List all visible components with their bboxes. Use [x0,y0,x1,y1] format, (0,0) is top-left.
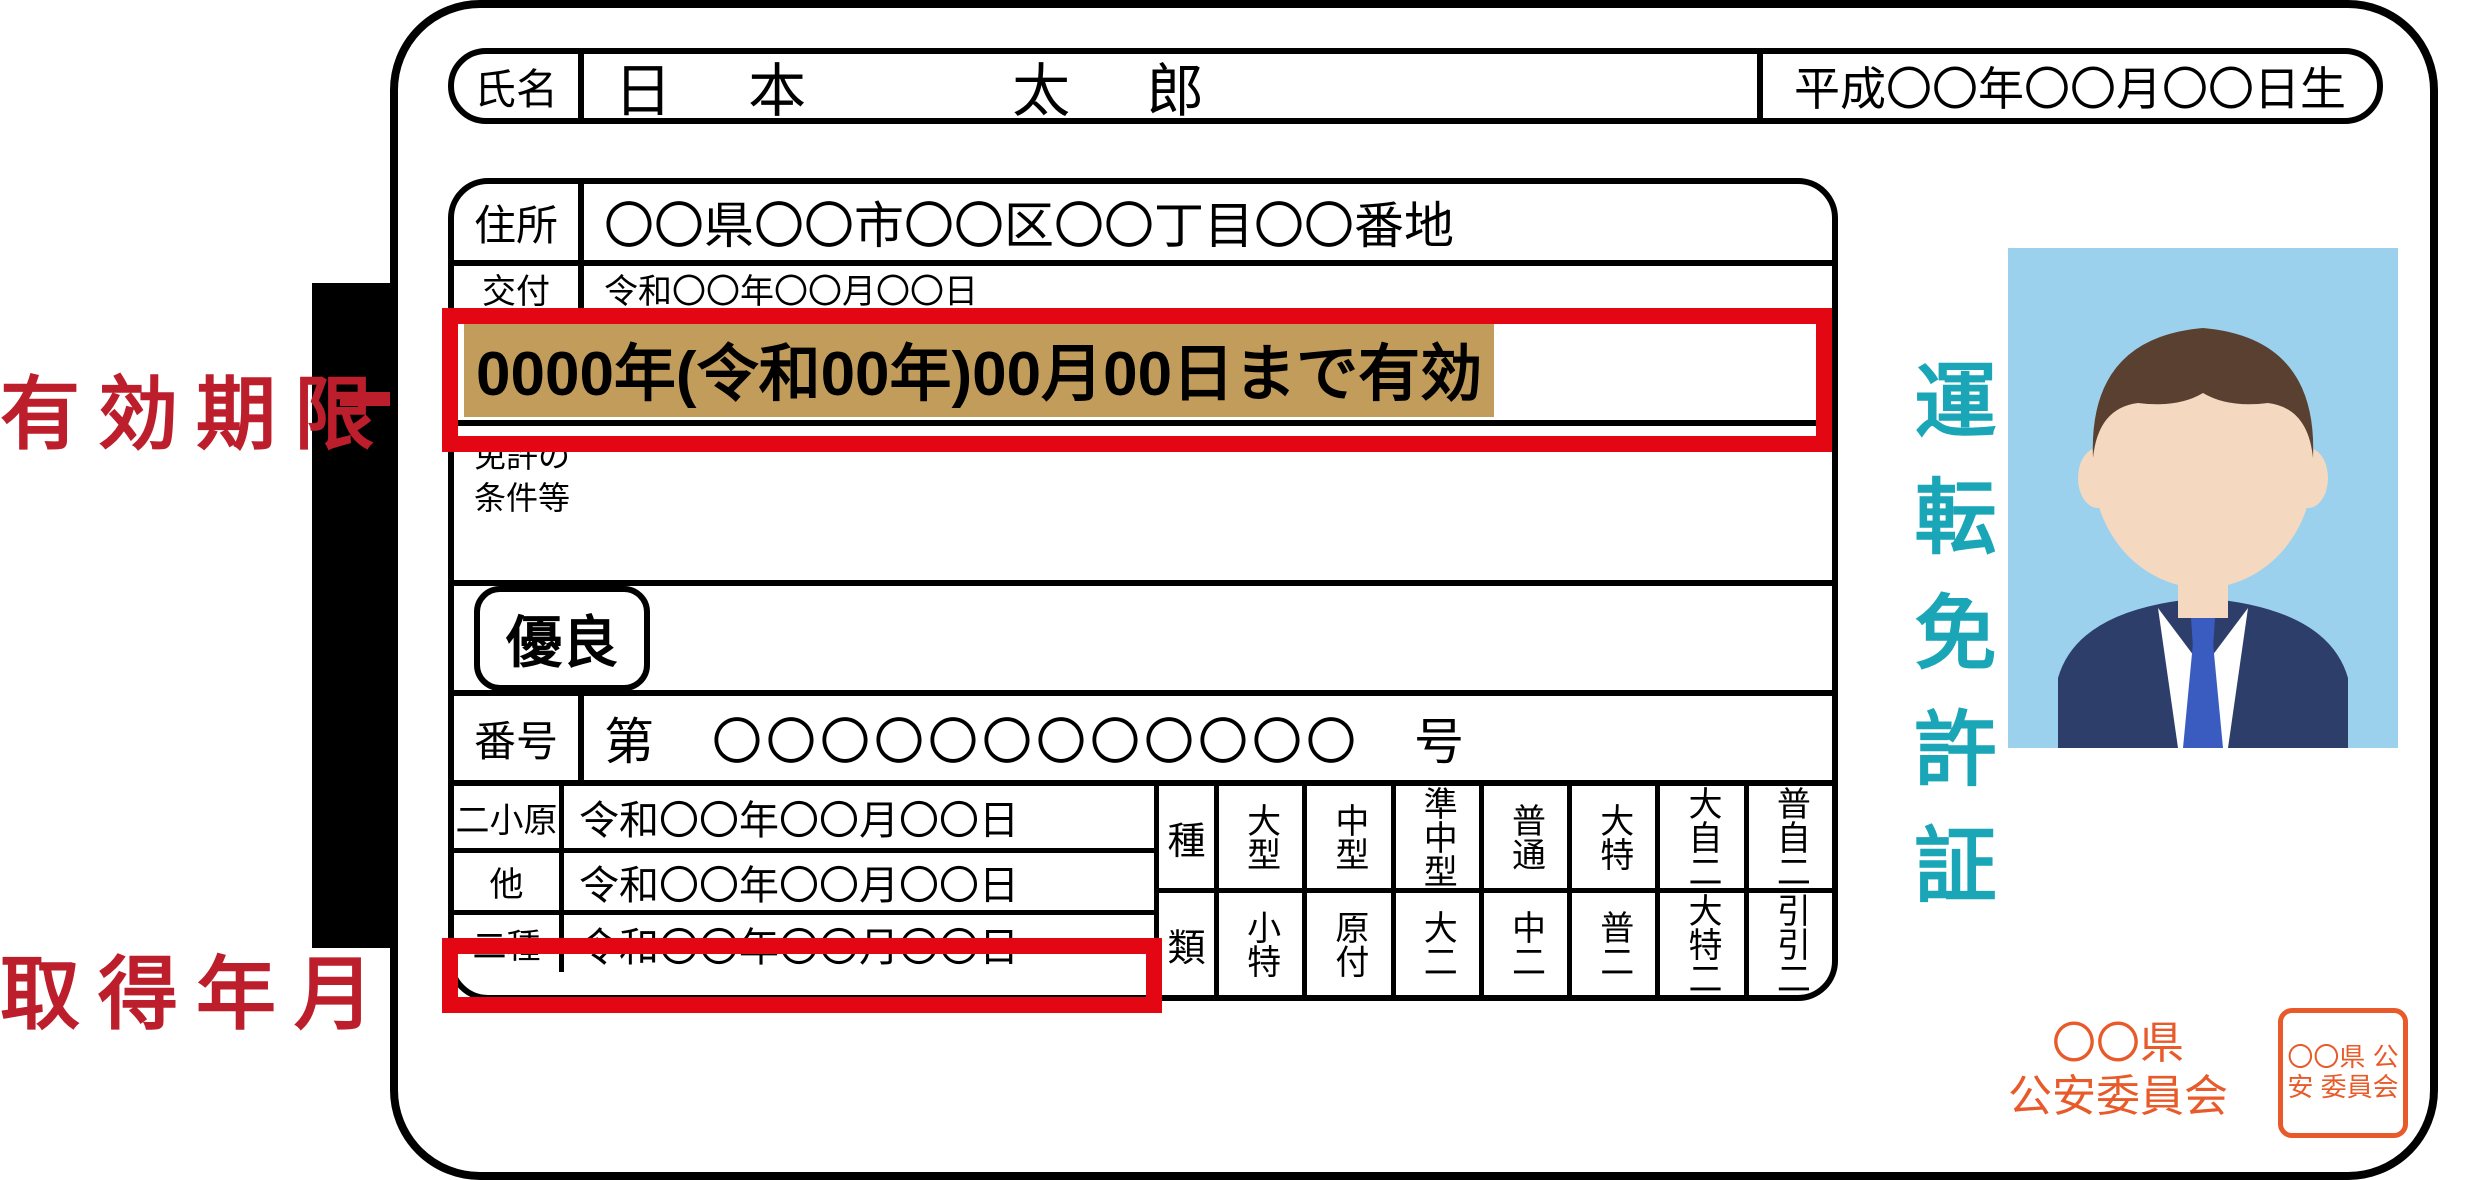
cat-cell: 普通 [1484,786,1572,888]
date-row-3: 二種 令和〇〇年〇〇月〇〇日 [454,910,1154,972]
issued-row: 交付 令和〇〇年〇〇月〇〇日 [454,260,1832,310]
cat-cell: 原付 [1307,893,1395,995]
name-label: 氏名 [454,54,584,118]
date-row-1-value: 令和〇〇年〇〇月〇〇日 [564,786,1154,848]
date-row-1-label: 二小原 [454,786,564,848]
cat-side-bottom: 類 [1159,893,1214,995]
address-label: 住所 [454,184,584,260]
date-row-3-label: 二種 [454,915,564,972]
cat-cell: 大自二 [1660,786,1748,888]
yuuryou-badge: 優良 [474,586,650,691]
bottom-block: 二小原 令和〇〇年〇〇月〇〇日 他 令和〇〇年〇〇月〇〇日 二種 令和〇〇年〇〇… [454,780,1832,995]
name-row: 氏名 日 本 太 郎 平成〇〇年〇〇月〇〇日生 [448,48,2383,124]
categories-side-label: 種 類 [1159,786,1219,995]
cat-cell: 中型 [1307,786,1395,888]
date-row-2-label: 他 [454,853,564,910]
issuing-authority: 〇〇県 公安委員会 [1988,1018,2248,1124]
number-row: 番号 第 〇〇〇〇〇〇〇〇〇〇〇〇 号 [454,690,1832,780]
cat-cell: 小特 [1219,893,1307,995]
categories-grid: 大型 中型 準中型 普通 大特 大自二 普自二 小特 原付 大二 中 [1219,786,1832,995]
address-value: 〇〇県〇〇市〇〇区〇〇丁目〇〇番地 [584,184,1832,260]
authority-stamp: 〇〇県 公 安 委員会 [2278,1008,2408,1138]
cat-cell: 普二 [1572,893,1660,995]
date-row-2-value: 令和〇〇年〇〇月〇〇日 [564,853,1154,910]
expiry-row: 0000年(令和00年)00月00日まで有効 [454,310,1832,420]
license-title-vertical: 運転免許証 [1888,358,2007,938]
issued-label: 交付 [454,266,584,310]
name-value: 日 本 太 郎 [584,54,1757,118]
conditions-label-1: 免許の [474,436,570,478]
badge-row: 優良 [454,580,1832,690]
number-value: 第 〇〇〇〇〇〇〇〇〇〇〇〇 号 [584,696,1832,780]
cat-cell: 大二 [1396,893,1484,995]
avatar-icon [2008,248,2398,748]
date-row-3-value: 令和〇〇年〇〇月〇〇日 [564,915,1154,972]
issued-value: 令和〇〇年〇〇月〇〇日 [584,266,1832,310]
cat-cell: 引引二 [1749,893,1832,995]
license-card: 氏名 日 本 太 郎 平成〇〇年〇〇月〇〇日生 住所 〇〇県〇〇市〇〇区〇〇丁目… [390,0,2438,1180]
info-box: 住所 〇〇県〇〇市〇〇区〇〇丁目〇〇番地 交付 令和〇〇年〇〇月〇〇日 0000… [448,178,1838,1001]
cat-cell: 中二 [1484,893,1572,995]
authority-line2: 公安委員会 [1988,1071,2248,1124]
categories-row-2: 小特 原付 大二 中二 普二 大特二 引引二 [1219,893,1832,995]
cat-cell: 大特二 [1660,893,1748,995]
categories-row-1: 大型 中型 準中型 普通 大特 大自二 普自二 [1219,786,1832,893]
cat-cell: 大特 [1572,786,1660,888]
date-row-1: 二小原 令和〇〇年〇〇月〇〇日 [454,786,1154,848]
photo [2008,248,2398,748]
dob-value: 平成〇〇年〇〇月〇〇日生 [1757,54,2377,118]
cat-cell: 準中型 [1396,786,1484,888]
categories-block: 種 類 大型 中型 準中型 普通 大特 大自二 普自二 [1154,786,1832,995]
number-label: 番号 [454,696,584,780]
address-row: 住所 〇〇県〇〇市〇〇区〇〇丁目〇〇番地 [454,184,1832,260]
callout-expiry: 有効期限 [0,350,392,466]
conditions-label-2: 条件等 [474,478,570,520]
expiry-text: 0000年(令和00年)00月00日まで有効 [464,319,1494,417]
cat-cell: 普自二 [1749,786,1832,888]
cat-side-top: 種 [1159,786,1214,893]
cat-cell: 大型 [1219,786,1307,888]
conditions-row: 免許の 条件等 [454,420,1832,580]
authority-line1: 〇〇県 [1988,1018,2248,1071]
dates-column: 二小原 令和〇〇年〇〇月〇〇日 他 令和〇〇年〇〇月〇〇日 二種 令和〇〇年〇〇… [454,786,1154,995]
date-row-2: 他 令和〇〇年〇〇月〇〇日 [454,848,1154,910]
